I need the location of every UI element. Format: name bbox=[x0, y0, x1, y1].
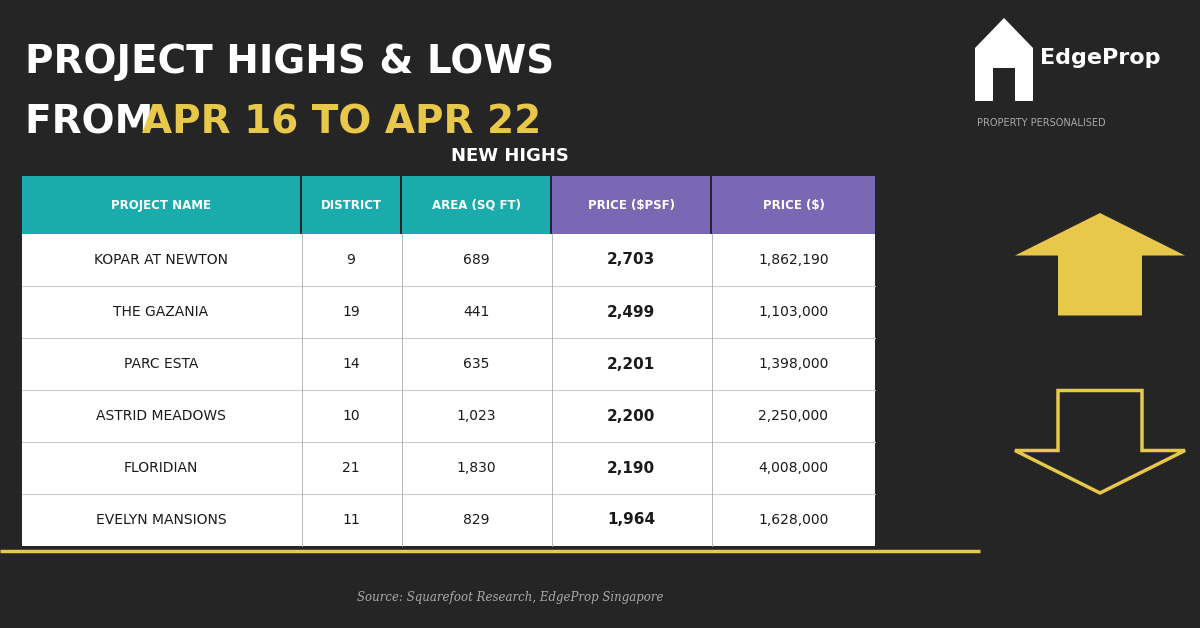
Text: EdgeProp: EdgeProp bbox=[1040, 48, 1160, 68]
Polygon shape bbox=[994, 68, 1015, 101]
Text: 1,398,000: 1,398,000 bbox=[758, 357, 829, 371]
Text: NEW HIGHS: NEW HIGHS bbox=[451, 147, 569, 165]
Text: PROJECT NAME: PROJECT NAME bbox=[112, 198, 211, 212]
Bar bbox=[22, 390, 875, 442]
Text: 2,250,000: 2,250,000 bbox=[758, 409, 828, 423]
Text: 11: 11 bbox=[342, 513, 360, 527]
Text: 2,703: 2,703 bbox=[607, 252, 655, 268]
Text: DISTRICT: DISTRICT bbox=[320, 198, 382, 212]
Bar bbox=[22, 442, 875, 494]
Text: 1,103,000: 1,103,000 bbox=[758, 305, 829, 319]
Text: PRICE ($): PRICE ($) bbox=[762, 198, 824, 212]
Text: PROJECT HIGHS & LOWS: PROJECT HIGHS & LOWS bbox=[25, 43, 554, 81]
Polygon shape bbox=[974, 18, 1033, 101]
Text: 441: 441 bbox=[463, 305, 490, 319]
Text: 2,201: 2,201 bbox=[607, 357, 655, 372]
Text: 829: 829 bbox=[463, 513, 490, 527]
Text: 9: 9 bbox=[347, 253, 355, 267]
Text: 1,023: 1,023 bbox=[456, 409, 496, 423]
Text: KOPAR AT NEWTON: KOPAR AT NEWTON bbox=[94, 253, 228, 267]
Text: 1,964: 1,964 bbox=[607, 512, 655, 528]
Text: 1,830: 1,830 bbox=[456, 461, 496, 475]
Text: 635: 635 bbox=[463, 357, 490, 371]
Bar bbox=[22, 234, 875, 286]
Text: 21: 21 bbox=[342, 461, 360, 475]
Bar bbox=[552, 176, 710, 234]
Text: THE GAZANIA: THE GAZANIA bbox=[114, 305, 209, 319]
Text: FLORIDIAN: FLORIDIAN bbox=[124, 461, 198, 475]
Text: 2,200: 2,200 bbox=[607, 408, 655, 423]
Text: 4,008,000: 4,008,000 bbox=[758, 461, 828, 475]
Text: 2,499: 2,499 bbox=[607, 305, 655, 320]
Text: FROM: FROM bbox=[25, 103, 167, 141]
Bar bbox=[712, 176, 875, 234]
Text: ASTRID MEADOWS: ASTRID MEADOWS bbox=[96, 409, 226, 423]
Polygon shape bbox=[1015, 213, 1186, 315]
Text: 1,628,000: 1,628,000 bbox=[758, 513, 829, 527]
Bar bbox=[302, 176, 400, 234]
Text: 1,862,190: 1,862,190 bbox=[758, 253, 829, 267]
Text: 19: 19 bbox=[342, 305, 360, 319]
Bar bbox=[22, 494, 875, 546]
Text: APR 16 TO APR 22: APR 16 TO APR 22 bbox=[142, 103, 541, 141]
Text: PRICE ($PSF): PRICE ($PSF) bbox=[588, 198, 674, 212]
Text: Source: Squarefoot Research, EdgeProp Singapore: Source: Squarefoot Research, EdgeProp Si… bbox=[356, 592, 664, 605]
Bar bbox=[22, 338, 875, 390]
Text: 2,190: 2,190 bbox=[607, 460, 655, 475]
Bar bbox=[22, 176, 300, 234]
Text: 14: 14 bbox=[342, 357, 360, 371]
Text: PARC ESTA: PARC ESTA bbox=[124, 357, 198, 371]
Text: AREA (SQ FT): AREA (SQ FT) bbox=[432, 198, 521, 212]
Text: PROPERTY PERSONALISED: PROPERTY PERSONALISED bbox=[977, 118, 1105, 128]
Text: EVELYN MANSIONS: EVELYN MANSIONS bbox=[96, 513, 227, 527]
Bar bbox=[22, 286, 875, 338]
Text: 10: 10 bbox=[342, 409, 360, 423]
Bar bbox=[402, 176, 550, 234]
Text: 689: 689 bbox=[463, 253, 490, 267]
